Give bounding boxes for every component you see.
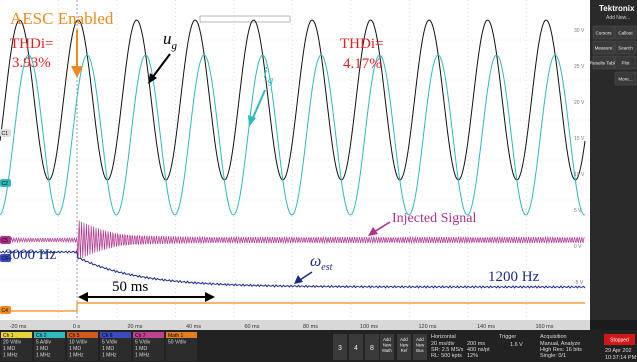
horizontal-title[interactable]: Horizontal: [431, 334, 456, 340]
channel-text[interactable]: 1 MΩ: [3, 346, 15, 352]
ug-symbol: u: [163, 29, 172, 48]
ug-sub: g: [172, 40, 178, 52]
time-strip: [0, 320, 590, 330]
aesc-label: AESC Enabled: [10, 9, 114, 28]
end-frequency: 1200 Hz: [488, 269, 540, 285]
channel-text[interactable]: 1 MΩ: [102, 346, 114, 352]
run-state[interactable]: Stopped: [610, 338, 629, 344]
channel-text[interactable]: 20 V/div: [3, 340, 22, 346]
channel-text[interactable]: 1 MHz: [36, 353, 51, 359]
scale-label: 15 V: [574, 136, 585, 142]
scale-label: 10 V: [574, 172, 585, 178]
button-word[interactable]: Add: [383, 337, 391, 342]
time-label: 100 ms: [360, 324, 378, 330]
add-button-label[interactable]: 4: [354, 345, 358, 352]
horizontal-text[interactable]: 12%: [467, 353, 478, 359]
channel-text[interactable]: Ch 2: [36, 333, 47, 339]
tool-label[interactable]: Cursors: [595, 31, 612, 36]
channel-text[interactable]: Ch 5: [69, 333, 80, 339]
button-word[interactable]: 8: [370, 345, 374, 352]
trigger-level[interactable]: 1.6 V: [510, 342, 523, 348]
button-word[interactable]: Add: [416, 337, 424, 342]
tool-label[interactable]: Measure: [595, 46, 613, 51]
trigger-title[interactable]: Trigger: [499, 334, 516, 340]
channel-tag: C1: [2, 131, 9, 137]
time-label: 140 ms: [477, 324, 495, 330]
button-word[interactable]: 3: [338, 345, 342, 352]
button-word[interactable]: 4: [354, 345, 358, 352]
time-label: 160 ms: [535, 324, 553, 330]
scale-label: 30 V: [574, 28, 585, 34]
add-button-label[interactable]: 8: [370, 345, 374, 352]
channel-text[interactable]: 5 A/div: [36, 340, 52, 346]
channel-text[interactable]: 1 MΩ: [36, 346, 48, 352]
channel-text[interactable]: 1 MΩ: [69, 346, 81, 352]
thd-label: THDi=: [10, 36, 53, 52]
time-label: 60 ms: [245, 324, 260, 330]
scale-label: 5 V: [574, 208, 582, 214]
channel-text[interactable]: 1 MHz: [135, 353, 150, 359]
channel-tag: C2: [2, 181, 9, 187]
add-button-label[interactable]: 3: [338, 345, 342, 352]
channel-text[interactable]: Ch 6: [102, 333, 113, 339]
horizontal-text[interactable]: RL: 500 kpts: [431, 353, 462, 359]
channel-text[interactable]: 5 V/div: [102, 340, 118, 346]
acquisition-title[interactable]: Acquisition: [540, 334, 567, 340]
west-sub: est: [321, 262, 332, 273]
channel-text[interactable]: 50 V/div: [168, 340, 187, 346]
scale-label: -5 V: [574, 280, 584, 286]
time-label: 40 ms: [186, 324, 201, 330]
channel-text[interactable]: Ch 7: [135, 333, 146, 339]
thd-value: 3.93%: [12, 55, 51, 71]
tool-label[interactable]: Results Table: [590, 61, 618, 66]
acquisition-text[interactable]: Single: 0/1: [540, 353, 566, 359]
scale-label: 0 V: [574, 244, 582, 250]
button-word[interactable]: New: [400, 343, 409, 348]
channel-tag: C4: [2, 308, 9, 314]
channel-text[interactable]: 10 V/div: [69, 340, 88, 346]
channel-text[interactable]: 1 MHz: [69, 353, 84, 359]
button-word[interactable]: Bus: [416, 348, 423, 353]
oscilloscope-screen: C1C2C5C6C430 V25 V20 V15 V10 V5 V0 V-5 V…: [0, 0, 637, 362]
add-new: Add New...: [606, 15, 630, 21]
button-word[interactable]: Ref: [401, 348, 408, 353]
tool-label[interactable]: Callout: [618, 31, 633, 36]
start-frequency: 2000 Hz: [5, 247, 57, 263]
channel-text[interactable]: Ch 1: [3, 333, 14, 339]
thd-label: THDi=: [340, 36, 383, 52]
channel-text[interactable]: 1 MΩ: [135, 346, 147, 352]
time: 10:37:14 PM: [605, 355, 637, 361]
channel-tag: C5: [2, 238, 9, 244]
time-label: 80 ms: [303, 324, 318, 330]
injected-label: Injected Signal: [392, 211, 476, 226]
button-word[interactable]: Math: [382, 348, 392, 353]
west-symbol: ω: [310, 253, 321, 270]
channel-text[interactable]: 5 V/div: [135, 340, 151, 346]
interval-label: 50 ms: [112, 279, 148, 295]
time-label: -20 ms: [10, 324, 27, 330]
ig-sub: g: [268, 74, 274, 86]
time-label: 0 s: [73, 324, 81, 330]
button-word[interactable]: New: [383, 343, 392, 348]
time-label: 20 ms: [128, 324, 143, 330]
tool-label[interactable]: Plot: [622, 61, 631, 66]
time-label: 120 ms: [418, 324, 436, 330]
button-word[interactable]: New: [416, 343, 425, 348]
tool-label[interactable]: More...: [618, 77, 632, 82]
scale-label: 20 V: [574, 100, 585, 106]
date: 29 Apr 202: [605, 348, 632, 354]
page: C1C2C5C6C430 V25 V20 V15 V10 V5 V0 V-5 V…: [0, 0, 637, 362]
thd-value: 4.17%: [343, 56, 382, 72]
channel-text[interactable]: 1 MHz: [102, 353, 117, 359]
button-word[interactable]: Add: [400, 337, 408, 342]
channel-text[interactable]: Math 1: [168, 333, 184, 339]
scale-label: 25 V: [574, 64, 585, 70]
channel-text[interactable]: 1 MHz: [3, 353, 18, 359]
tool-label[interactable]: Search: [618, 46, 633, 51]
brand: Tektronix: [599, 4, 635, 13]
